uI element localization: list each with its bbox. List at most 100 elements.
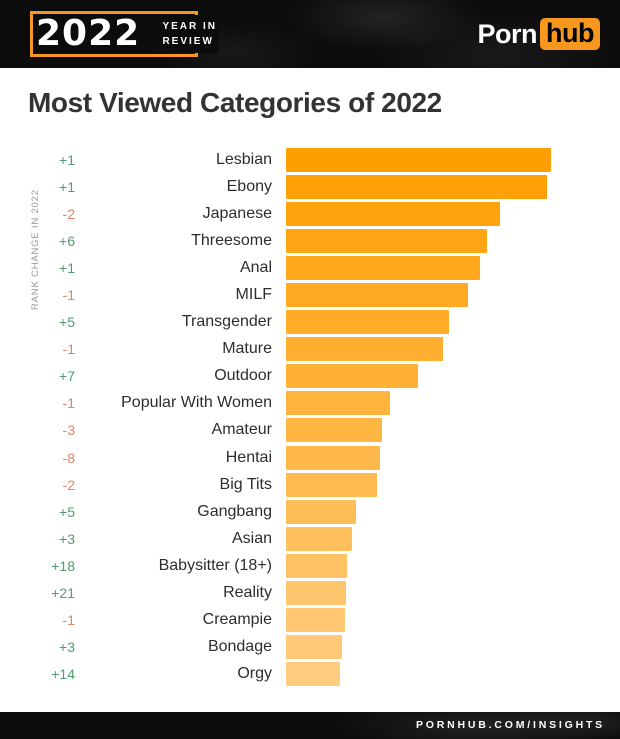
chart-row: +14 Orgy	[0, 661, 620, 688]
category-label: Popular With Women	[121, 394, 272, 412]
main-content: Most Viewed Categories of 2022 RANK CHAN…	[0, 68, 620, 712]
rank-change-value: -1	[62, 287, 75, 304]
badge-tagline-line2: REVIEW	[162, 36, 214, 47]
chart-row: +3 Bondage	[0, 634, 620, 661]
footer-url: PORNHUB.COM/INSIGHTS	[415, 719, 605, 731]
chart-row: -2 Japanese	[0, 200, 620, 227]
rank-change-value: +14	[51, 666, 75, 683]
category-label: Gangbang	[197, 502, 272, 520]
rank-change-value: +3	[59, 639, 75, 656]
bar-chart: RANK CHANGE IN 2022 +1 Lesbian +1 Ebony …	[0, 146, 620, 688]
chart-row: +1 Lesbian	[0, 146, 620, 173]
bar-track	[272, 283, 620, 308]
category-bar	[286, 228, 487, 253]
chart-row: +6 Threesome	[0, 227, 620, 254]
chart-row: +1 Anal	[0, 254, 620, 281]
footer: PORNHUB.COM/INSIGHTS	[0, 712, 620, 739]
category-label: Orgy	[237, 665, 272, 683]
rank-change-value: -1	[62, 612, 75, 629]
bar-track	[272, 499, 620, 524]
page-title: Most Viewed Categories of 2022	[28, 87, 442, 118]
category-bar	[286, 499, 356, 524]
rank-change-value: -1	[62, 341, 75, 358]
rank-change-value: +21	[51, 585, 75, 602]
chart-row: +1 Ebony	[0, 173, 620, 200]
logo-part-porn: Porn	[477, 18, 538, 49]
category-bar	[286, 174, 547, 199]
category-bar	[286, 608, 345, 633]
rank-change-value: -1	[62, 395, 75, 412]
bar-track	[272, 526, 620, 551]
chart-row: -1 MILF	[0, 281, 620, 308]
category-bar	[286, 662, 340, 687]
category-label: Mature	[222, 340, 272, 358]
category-label: Big Tits	[219, 475, 272, 493]
chart-rows: +1 Lesbian +1 Ebony -2 Japanese +6 Three…	[0, 146, 620, 688]
year-in-review-badge: 2022 YEAR IN REVIEW	[30, 11, 219, 57]
rank-change-axis-label: RANK CHANGE IN 2022	[30, 189, 41, 310]
badge-year: 2022	[36, 13, 141, 54]
category-label: Amateur	[211, 421, 272, 439]
bar-track	[272, 662, 620, 687]
badge-tagline: YEAR IN REVIEW	[155, 15, 219, 53]
bar-track	[272, 445, 620, 470]
category-label: Japanese	[202, 204, 272, 222]
bar-track	[272, 581, 620, 606]
category-bar	[286, 581, 346, 606]
category-label: Threesome	[191, 231, 272, 249]
chart-row: -8 Hentai	[0, 444, 620, 471]
category-bar	[286, 283, 468, 308]
category-label: Lesbian	[215, 150, 272, 168]
category-label: Babysitter (18+)	[158, 556, 272, 574]
category-bar	[286, 255, 480, 280]
badge-tagline-line1: YEAR IN	[162, 21, 217, 32]
chart-row: +5 Gangbang	[0, 498, 620, 525]
chart-row: +18 Babysitter (18+)	[0, 552, 620, 579]
bar-track	[272, 201, 620, 226]
category-label: Creampie	[202, 611, 272, 629]
category-label: Hentai	[225, 448, 272, 466]
category-bar	[286, 147, 551, 172]
rank-change-value: +1	[59, 178, 75, 195]
bar-track	[272, 391, 620, 416]
category-label: Bondage	[207, 638, 272, 656]
category-bar	[286, 526, 352, 551]
category-bar	[286, 472, 377, 497]
chart-row: +21 Reality	[0, 580, 620, 607]
category-label: MILF	[235, 286, 272, 304]
chart-row: +3 Asian	[0, 525, 620, 552]
bar-track	[272, 553, 620, 578]
bar-track	[272, 472, 620, 497]
rank-change-value: +5	[59, 503, 75, 520]
rank-change-value: +18	[51, 557, 75, 574]
chart-row: +7 Outdoor	[0, 363, 620, 390]
rank-change-value: -8	[62, 449, 75, 466]
bar-track	[272, 608, 620, 633]
rank-change-value: -3	[62, 422, 75, 439]
rank-change-value: +7	[59, 368, 75, 385]
chart-row: -3 Amateur	[0, 417, 620, 444]
bar-track	[272, 255, 620, 280]
chart-row: -1 Popular With Women	[0, 390, 620, 417]
rank-change-value: +3	[59, 530, 75, 547]
category-bar	[286, 418, 382, 443]
category-bar	[286, 391, 390, 416]
rank-change-value: +1	[59, 259, 75, 276]
category-bar	[286, 201, 500, 226]
bar-track	[272, 418, 620, 443]
rank-change-value: +6	[59, 232, 75, 249]
bar-track	[272, 635, 620, 660]
rank-change-value: +1	[59, 151, 75, 168]
category-bar	[286, 445, 380, 470]
bar-track	[272, 228, 620, 253]
bar-track	[272, 147, 620, 172]
category-label: Asian	[231, 529, 272, 547]
bar-track	[272, 174, 620, 199]
chart-row: -1 Creampie	[0, 607, 620, 634]
bar-track	[272, 364, 620, 389]
category-bar	[286, 337, 443, 362]
chart-row: -1 Mature	[0, 336, 620, 363]
category-bar	[286, 364, 418, 389]
bar-track	[272, 310, 620, 335]
category-label: Ebony	[226, 177, 272, 195]
